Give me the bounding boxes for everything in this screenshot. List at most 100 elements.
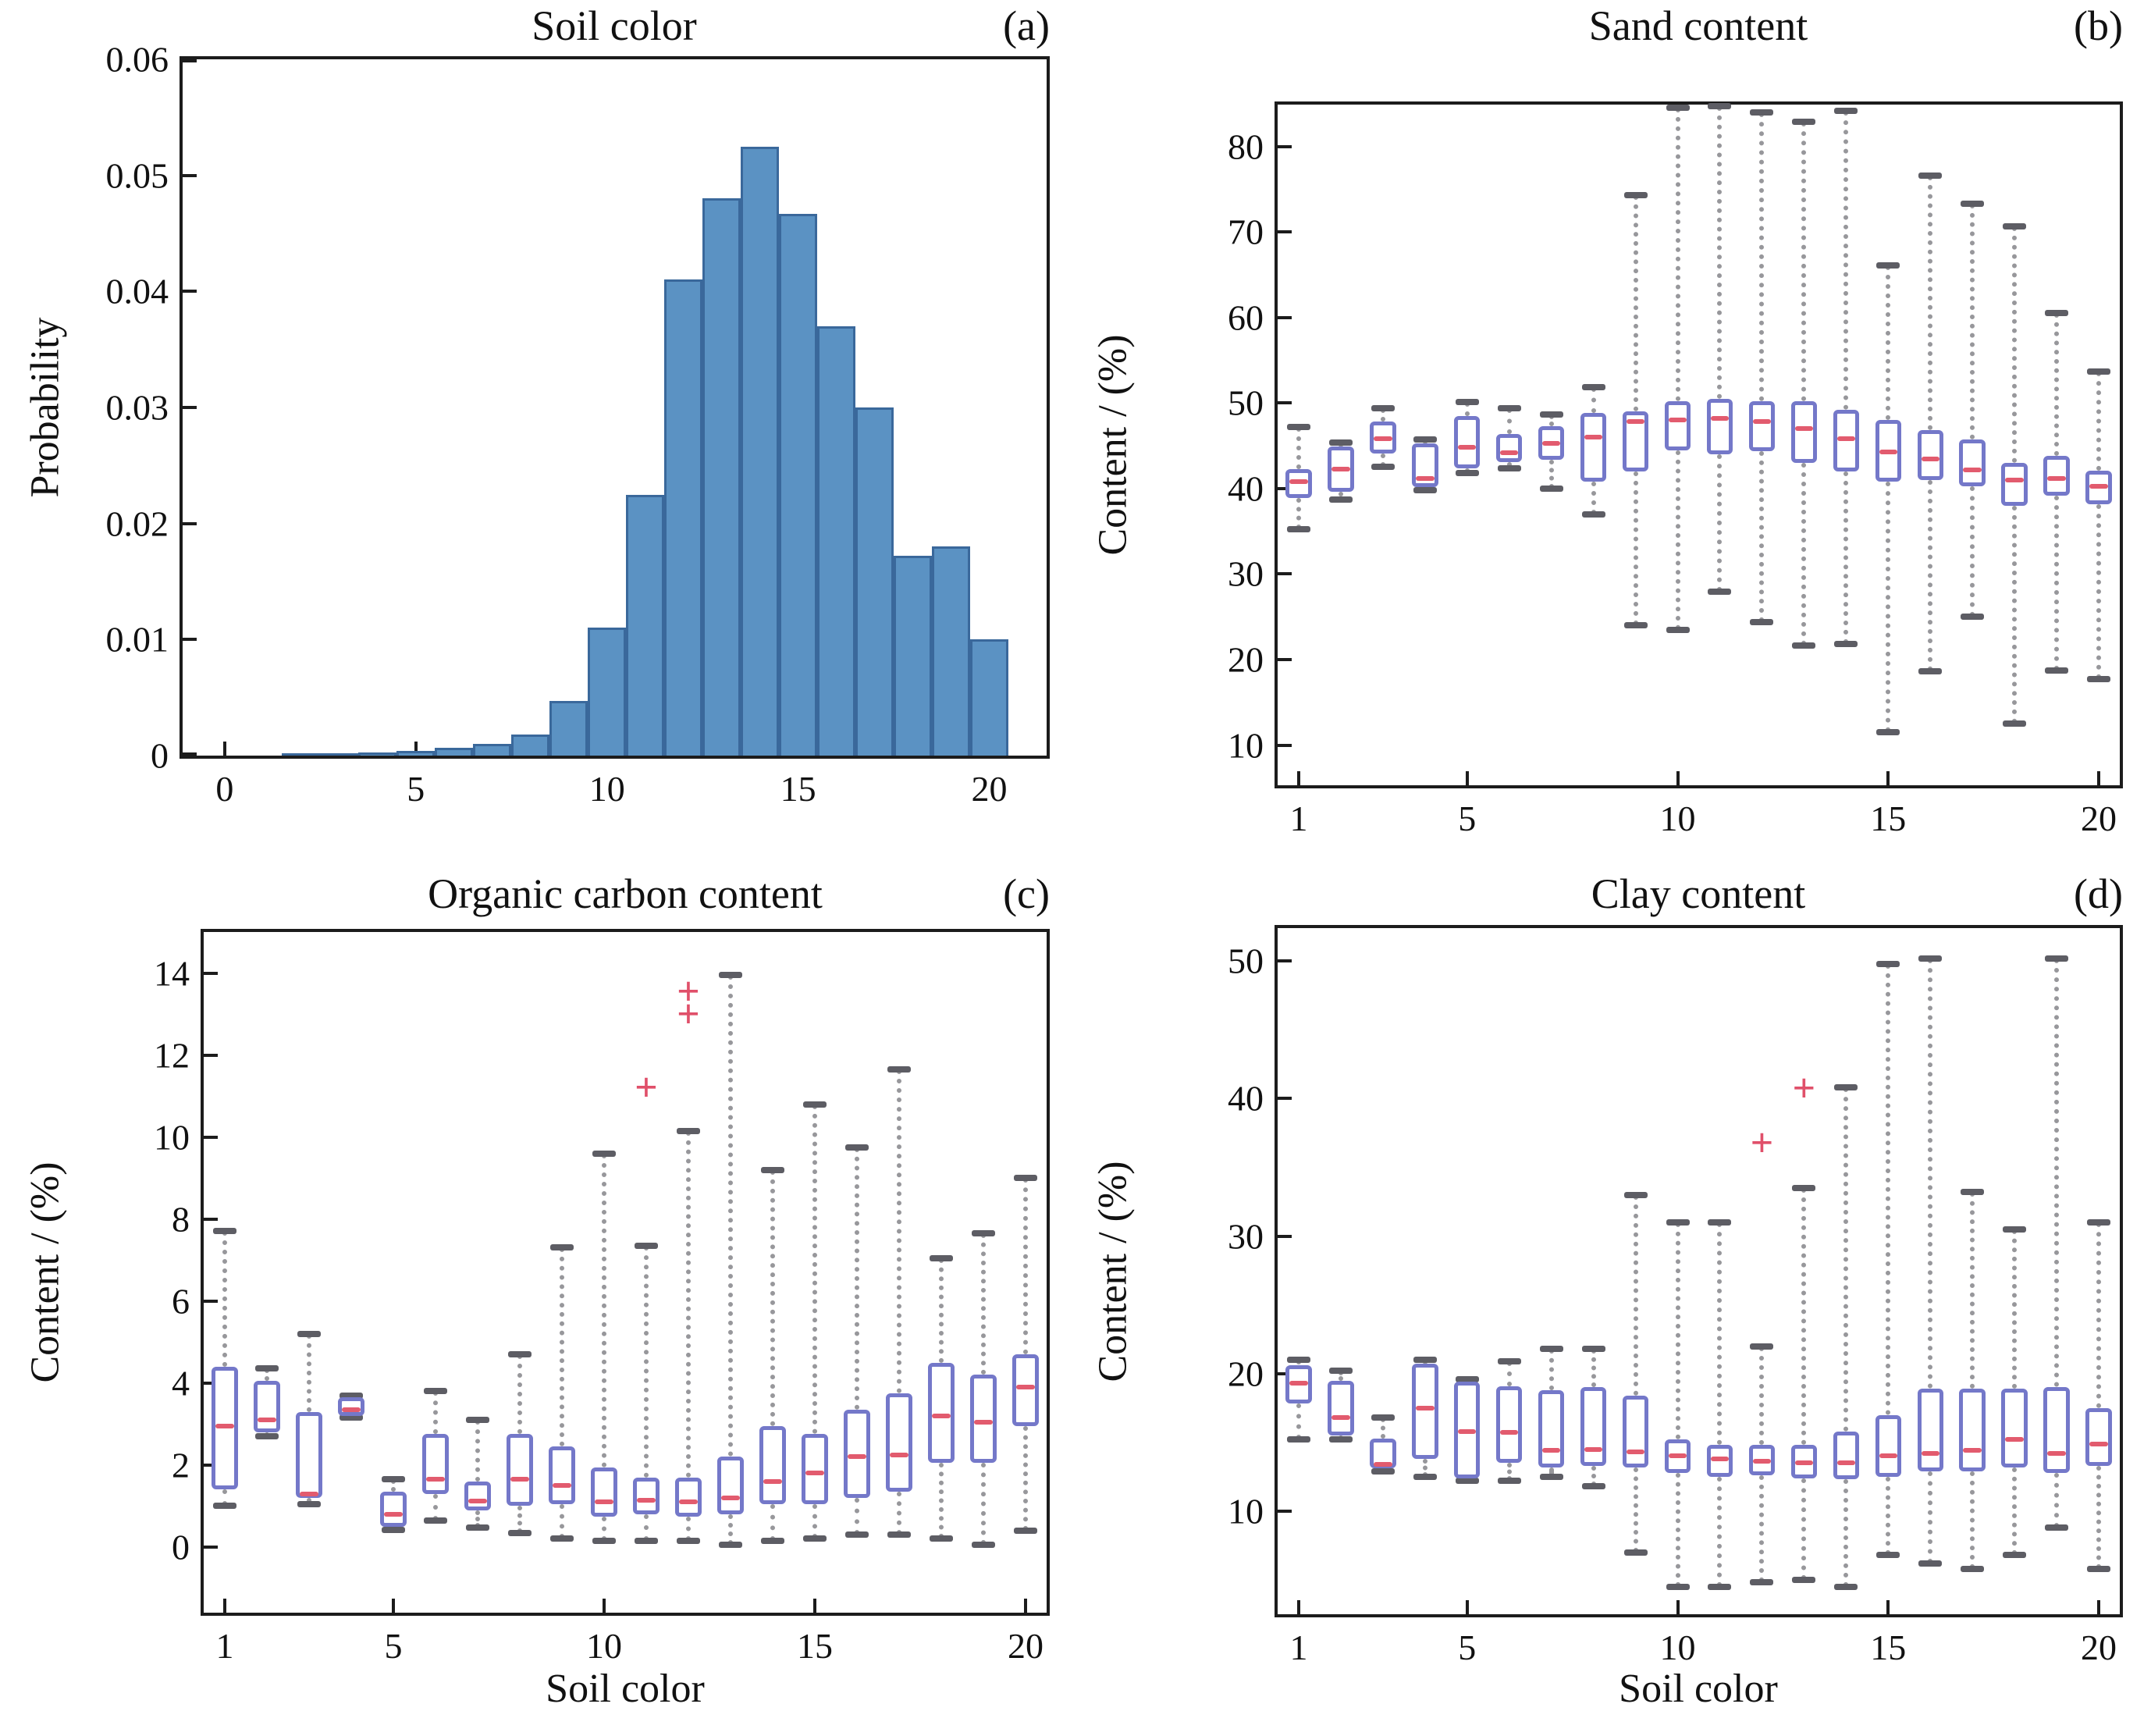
y-axis-tick-label: 8 (172, 1199, 190, 1240)
whisker-cap-low (2045, 1524, 2069, 1531)
x-axis-tick (1465, 771, 1469, 785)
whisker-lower (1296, 497, 1301, 530)
whisker-cap-high (1918, 955, 1943, 962)
median-line (1374, 436, 1392, 442)
median-line (300, 1491, 318, 1496)
whisker-upper (560, 1247, 564, 1447)
whisker-cap-high (930, 1254, 953, 1261)
boxplot-box (2043, 1387, 2070, 1473)
x-axis-tick-label: 0 (215, 769, 234, 809)
whisker-cap-high (1413, 1357, 1437, 1364)
median-line (2005, 477, 2024, 482)
y-axis-tick-label: 80 (1228, 126, 1264, 167)
whisker-cap-high (1918, 172, 1943, 179)
boxplot-box (1748, 401, 1776, 451)
whisker-cap-high (1961, 201, 1985, 208)
y-axis-tick (1278, 230, 1292, 234)
whisker-cap-low (1413, 487, 1437, 494)
whisker-lower (1759, 1475, 1765, 1583)
y-axis-label: Content / (%) (23, 1161, 68, 1383)
whisker-lower (1928, 1471, 1933, 1563)
whisker-lower (1591, 1465, 1596, 1487)
x-axis-tick (223, 1599, 226, 1613)
whisker-lower (602, 1516, 606, 1542)
whisker-upper (1380, 1418, 1385, 1439)
boxplot-box (717, 1457, 744, 1514)
whisker-lower (981, 1463, 986, 1546)
whisker-cap-high (677, 1127, 700, 1134)
x-axis-tick-label: 5 (384, 1626, 403, 1666)
median-line (1626, 1450, 1645, 1455)
median-line (1416, 1405, 1435, 1410)
boxplot-box (1622, 1395, 1649, 1467)
whisker-upper (1506, 407, 1512, 434)
whisker-cap-low (1539, 1473, 1563, 1480)
whisker-upper (391, 1479, 396, 1492)
median-line (2047, 475, 2066, 481)
whisker-lower (1633, 1467, 1638, 1553)
whisker-upper (2054, 958, 2060, 1388)
x-axis-tick (2097, 771, 2101, 785)
whisker-cap-high (1371, 404, 1395, 411)
y-axis-tick-label: 60 (1228, 297, 1264, 338)
whisker-lower (1675, 450, 1680, 630)
whisker-cap-low (297, 1500, 321, 1507)
median-line (510, 1477, 529, 1482)
y-axis-tick-label: 10 (1228, 1491, 1264, 1531)
whisker-lower (1970, 486, 1975, 617)
whisker-cap-high (1623, 192, 1648, 199)
whisker-upper (2012, 1229, 2018, 1389)
whisker-cap-high (2045, 310, 2069, 317)
whisker-cap-low (466, 1524, 489, 1531)
whisker-upper (1675, 1222, 1680, 1440)
whisker-cap-low (1286, 1436, 1310, 1443)
whisker-cap-low (1708, 1583, 1732, 1590)
whisker-lower (475, 1510, 480, 1528)
whisker-cap-high (1750, 1343, 1774, 1350)
whisker-cap-low (550, 1535, 574, 1542)
y-axis-tick (204, 1381, 218, 1385)
median-line (1879, 1453, 1897, 1459)
median-line (553, 1483, 571, 1489)
y-axis-tick (1278, 315, 1292, 319)
whisker-lower (1633, 471, 1638, 626)
whisker-lower (1338, 492, 1343, 500)
histogram-bar (473, 744, 512, 756)
whisker-cap-low (255, 1433, 279, 1440)
median-line (1289, 479, 1308, 485)
whisker-cap-low (2003, 1552, 2027, 1559)
whisker-cap-high (1708, 103, 1732, 110)
y-axis-tick (204, 971, 218, 975)
boxplot-box (1538, 1389, 1565, 1467)
whisker-cap-low (1286, 526, 1310, 533)
whisker-upper (686, 1130, 691, 1478)
whisker-cap-low (1497, 464, 1521, 471)
histogram-bar (664, 279, 703, 756)
whisker-cap-low (1666, 626, 1690, 633)
y-axis-tick (1278, 144, 1292, 148)
x-axis-label: Soil color (1619, 1667, 1778, 1711)
x-axis-tick (1676, 771, 1680, 785)
boxplot-box (1790, 401, 1818, 463)
median-line (848, 1454, 866, 1460)
whisker-cap-low (1371, 1467, 1395, 1475)
histogram-bar (511, 735, 550, 756)
median-line (1836, 1460, 1856, 1466)
whisker-cap-high (1792, 118, 1816, 125)
outlier-marker: + (1750, 1121, 1774, 1166)
x-axis-label: Soil color (546, 1667, 705, 1711)
whisker-cap-high (1539, 1346, 1563, 1353)
whisker-cap-high (1581, 1346, 1605, 1353)
median-line (1668, 1453, 1687, 1459)
whisker-cap-low (2003, 720, 2027, 727)
y-axis-tick-label: 0.02 (105, 503, 169, 544)
whisker-cap-high (1961, 1189, 1985, 1196)
y-axis-tick-label: 0 (151, 735, 169, 776)
median-line (763, 1478, 782, 1484)
median-line (1752, 419, 1772, 425)
median-line (890, 1452, 908, 1457)
median-line (1921, 1450, 1939, 1456)
whisker-cap-high (340, 1392, 363, 1399)
whisker-cap-low (1328, 1436, 1353, 1443)
whisker-cap-low (1014, 1527, 1037, 1534)
